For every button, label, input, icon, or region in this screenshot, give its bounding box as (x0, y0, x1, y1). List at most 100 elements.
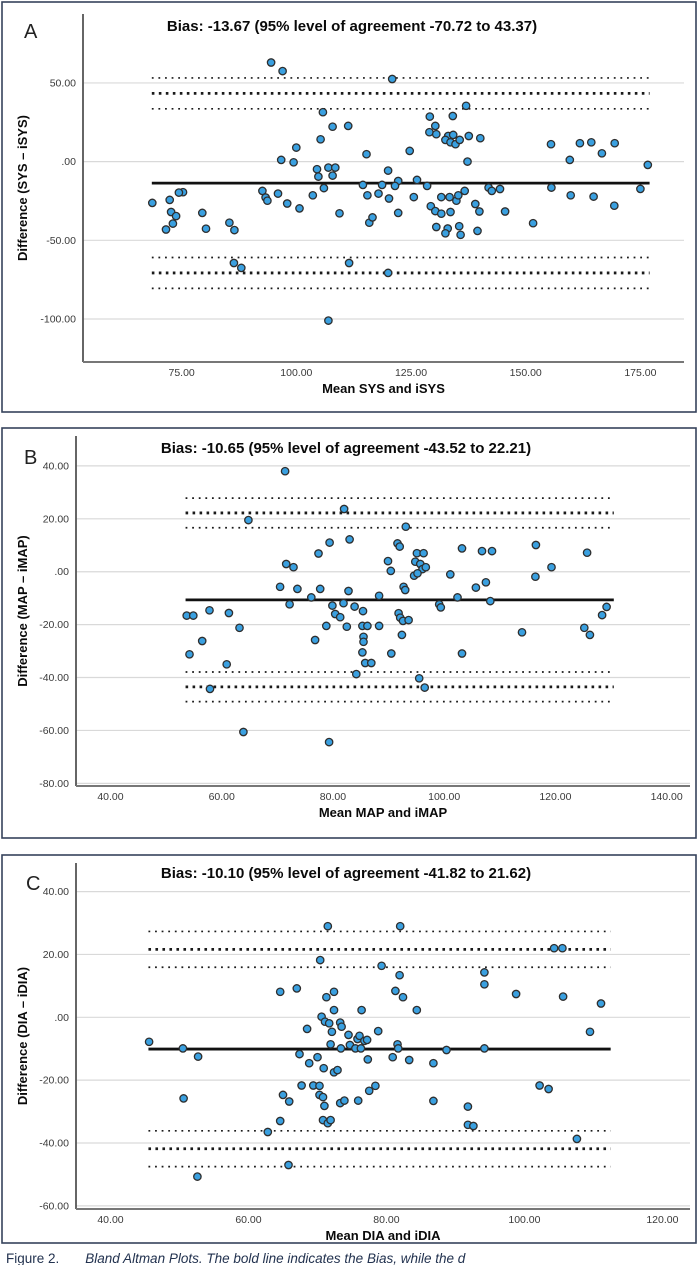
scatter-points (147, 58, 653, 325)
data-point (409, 192, 419, 202)
data-point (445, 570, 455, 579)
data-point (358, 648, 367, 657)
data-point (239, 727, 248, 737)
data-point (643, 160, 653, 170)
data-point (405, 146, 415, 156)
data-point (278, 1090, 288, 1100)
data-point (313, 1052, 322, 1062)
data-point (487, 186, 497, 196)
data-point (430, 121, 440, 131)
data-point (412, 1005, 422, 1015)
data-point (225, 218, 234, 228)
panel-letter: A (24, 21, 38, 43)
data-point (596, 999, 606, 1008)
figure-caption-label: Figure 2. (6, 1251, 60, 1265)
scatter-points (182, 466, 611, 747)
data-point (316, 134, 325, 144)
data-point (362, 149, 371, 159)
y-tick-label: -60.00 (39, 725, 69, 737)
data-point (201, 224, 211, 234)
y-axis-title: Difference (DIA – iDIA) (15, 967, 30, 1105)
data-point (421, 562, 431, 572)
data-point (224, 608, 234, 618)
data-point (320, 1101, 329, 1111)
data-point (344, 258, 354, 268)
scatter-points (144, 921, 606, 1181)
data-point (464, 131, 474, 141)
data-point (393, 208, 403, 218)
data-point (323, 921, 333, 931)
data-point (324, 737, 334, 747)
data-point (337, 1022, 346, 1032)
data-point (364, 1086, 374, 1096)
data-point (293, 584, 302, 594)
data-point (205, 605, 214, 615)
y-tick-label: -20.00 (39, 619, 69, 631)
data-point (308, 190, 318, 200)
bland-altman-panel-A: 50.00 .00 -50.00 -100.00 75.00 100.00 125.00 15… (1, 1, 697, 413)
data-point (230, 225, 239, 235)
data-point (263, 196, 272, 206)
data-point (546, 139, 556, 149)
data-point (425, 112, 435, 121)
data-point (463, 157, 472, 166)
data-point (342, 622, 352, 632)
data-point (205, 684, 215, 694)
data-point (368, 213, 377, 222)
y-axis-title: Difference (MAP – iMAP) (15, 535, 30, 686)
data-point (326, 1115, 335, 1125)
data-point (582, 548, 592, 558)
data-point (412, 175, 422, 185)
x-tick-label: 100.00 (280, 367, 312, 379)
y-tick-label: .00 (54, 1012, 69, 1024)
x-tick-label: 80.00 (320, 791, 346, 803)
data-point (284, 1160, 293, 1170)
data-point (275, 1116, 285, 1126)
data-point (291, 143, 301, 152)
data-point (371, 1081, 380, 1091)
data-point (386, 566, 396, 576)
data-point (401, 522, 411, 532)
data-point (579, 623, 589, 633)
data-point (374, 591, 384, 601)
data-point (336, 1044, 346, 1053)
data-point (480, 979, 489, 989)
data-point (329, 1005, 339, 1015)
data-point (310, 635, 320, 645)
data-point (327, 1027, 337, 1037)
data-point (453, 190, 463, 200)
data-point (315, 1081, 324, 1091)
data-point (278, 66, 287, 76)
data-point (275, 582, 285, 592)
data-point (610, 138, 620, 148)
x-tick-label: 150.00 (510, 367, 542, 379)
data-point (445, 192, 454, 202)
data-point (528, 218, 538, 228)
data-point (282, 199, 292, 208)
x-axis-title: Mean DIA and iDIA (325, 1228, 441, 1243)
x-tick-label: 75.00 (168, 367, 194, 379)
y-tick-label: .00 (61, 156, 76, 168)
data-point (395, 970, 404, 980)
x-tick-label: 60.00 (209, 791, 235, 803)
data-point (565, 155, 575, 165)
y-tick-label: .00 (54, 566, 69, 578)
data-point (419, 548, 428, 558)
data-point (485, 596, 495, 606)
data-point (397, 630, 407, 640)
data-point (179, 1094, 188, 1103)
data-point (339, 504, 349, 514)
data-point (328, 601, 337, 610)
data-point (383, 268, 393, 278)
data-point (420, 683, 430, 692)
data-point (275, 987, 285, 997)
data-point (456, 230, 465, 240)
data-point (589, 192, 598, 201)
data-point (475, 133, 485, 143)
data-point (328, 171, 337, 180)
data-point (339, 598, 348, 608)
data-point (470, 199, 480, 209)
data-point (289, 157, 298, 167)
panel-letter: C (26, 873, 40, 895)
